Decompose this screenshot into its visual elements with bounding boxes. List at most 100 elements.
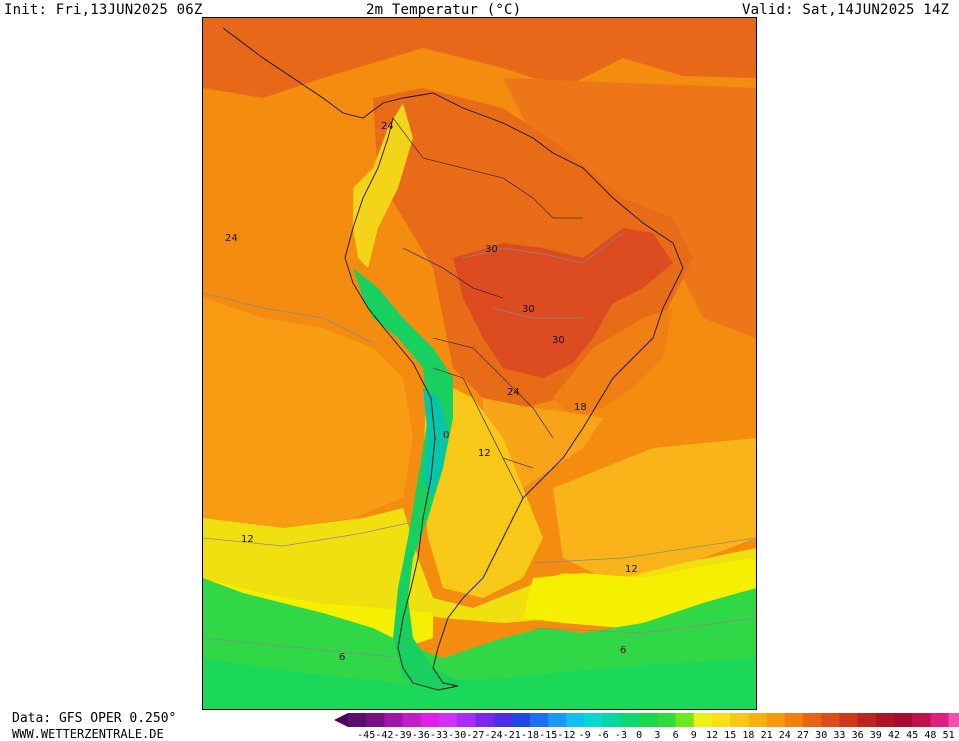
map-title: 2m Temperatur (°C) [366, 2, 522, 18]
legend-tick-label: 24 [779, 730, 791, 741]
contour-label: 12 [241, 534, 254, 545]
legend-swatch [894, 713, 913, 727]
legend-tick-label: -45 [357, 730, 375, 741]
legend-tick-label: -6 [597, 730, 609, 741]
contour-label: 6 [339, 652, 345, 663]
field-andes-freezing [423, 388, 448, 498]
legend-swatch [712, 713, 731, 727]
legend-swatch [730, 713, 749, 727]
legend-tick-label: -18 [521, 730, 539, 741]
legend-tick-label: 3 [654, 730, 660, 741]
legend-tick-label: 18 [742, 730, 754, 741]
contour-label: 12 [478, 448, 491, 459]
legend-tick-label: -12 [557, 730, 575, 741]
legend-swatch [857, 713, 877, 727]
legend-swatch [566, 713, 585, 727]
legend-swatch [548, 713, 567, 727]
field-24-eastbrazil [553, 308, 673, 418]
legend-swatch [621, 713, 640, 727]
legend-swatch [402, 713, 422, 727]
contour-label: 24 [225, 233, 238, 244]
field-andes-cold [353, 268, 463, 688]
field-15-southatlantic [553, 438, 756, 578]
legend-swatch [948, 713, 959, 727]
legend-tick-label: 27 [797, 730, 809, 741]
legend-swatch [493, 713, 513, 727]
legend-swatch [930, 713, 949, 727]
legend-tick-label: 9 [691, 730, 697, 741]
contour-label: 18 [574, 402, 587, 413]
legend-tick-label: 6 [673, 730, 679, 741]
legend-tick-label: 33 [833, 730, 845, 741]
legend-swatch [639, 713, 658, 727]
legend-under-arrow [334, 713, 348, 727]
legend-tick-label: -30 [448, 730, 466, 741]
color-legend: -45 -42 -39 -36 -33 -30 -27 -24 -21 -18 -15 -12 -9 -6… [334, 712, 959, 741]
legend-tick-label: -24 [485, 730, 503, 741]
legend-tick-label: 12 [706, 730, 718, 741]
legend-swatch [384, 713, 403, 727]
legend-tick-label: 36 [852, 730, 864, 741]
legend-tick-label: 39 [870, 730, 882, 741]
legend-tick-label: 21 [761, 730, 773, 741]
field-3-south [203, 658, 756, 709]
legend-tick-label: -42 [375, 730, 393, 741]
field-21-pacific [203, 298, 413, 528]
legend-swatch [584, 713, 604, 727]
legend-swatch [839, 713, 858, 727]
contour-label: 30 [552, 335, 565, 346]
contour-label: 24 [507, 387, 520, 398]
contour-label: 12 [625, 564, 638, 575]
legend-swatch [912, 713, 931, 727]
legend-swatch [439, 713, 458, 727]
field-15-argentina [423, 378, 543, 598]
legend-swatch [348, 713, 367, 727]
website-label: WWW.WETTERZENTRALE.DE [12, 727, 164, 741]
legend-tick-label: 48 [924, 730, 936, 741]
contour-label: 24 [381, 121, 394, 132]
legend-swatch [766, 713, 786, 727]
legend-tick-label: -36 [412, 730, 430, 741]
legend-tick-label: -15 [539, 730, 557, 741]
field-andes-north [353, 103, 413, 268]
country-borders [392, 117, 583, 499]
contour-label: 30 [485, 244, 498, 255]
legend-swatch [675, 713, 695, 727]
legend-tick-label: -3 [615, 730, 627, 741]
data-source-label: Data: GFS OPER 0.250° [12, 711, 177, 726]
legend-tick-label: -27 [466, 730, 484, 741]
legend-tick-label: -39 [394, 730, 412, 741]
legend-swatch [475, 713, 494, 727]
legend-tick-label: 15 [724, 730, 736, 741]
legend-swatch [821, 713, 840, 727]
contour-lines [203, 232, 756, 659]
legend-tick-label: 51 [943, 730, 955, 741]
valid-time-label: Valid: Sat,14JUN2025 14Z [742, 2, 950, 18]
init-time-label: Init: Fri,13JUN2025 06Z [4, 2, 203, 18]
legend-tick-label: 30 [815, 730, 827, 741]
legend-swatch [511, 713, 531, 727]
coastline [222, 27, 684, 691]
legend-swatch [693, 713, 713, 727]
legend-swatch [657, 713, 676, 727]
contour-label: 30 [522, 304, 535, 315]
field-27-north [203, 18, 756, 98]
legend-swatch [803, 713, 822, 727]
legend-tick-label: -9 [579, 730, 591, 741]
legend-swatch [875, 713, 895, 727]
field-30-central [453, 228, 673, 378]
legend-swatch [530, 713, 549, 727]
legend-tick-label: -21 [503, 730, 521, 741]
legend-tick-label: -33 [430, 730, 448, 741]
legend-swatch [602, 713, 622, 727]
legend-tick-label: 42 [888, 730, 900, 741]
legend-tick-label: 45 [906, 730, 918, 741]
legend-swatch [457, 713, 476, 727]
contour-label: 0 [443, 430, 449, 441]
legend-swatch [366, 713, 385, 727]
legend-swatch [748, 713, 767, 727]
legend-swatch [784, 713, 804, 727]
legend-swatch [420, 713, 440, 727]
temperature-map[interactable]: 24 24 30 30 30 24 18 0 12 12 12 6 6 [202, 17, 757, 710]
contour-label: 6 [620, 645, 626, 656]
